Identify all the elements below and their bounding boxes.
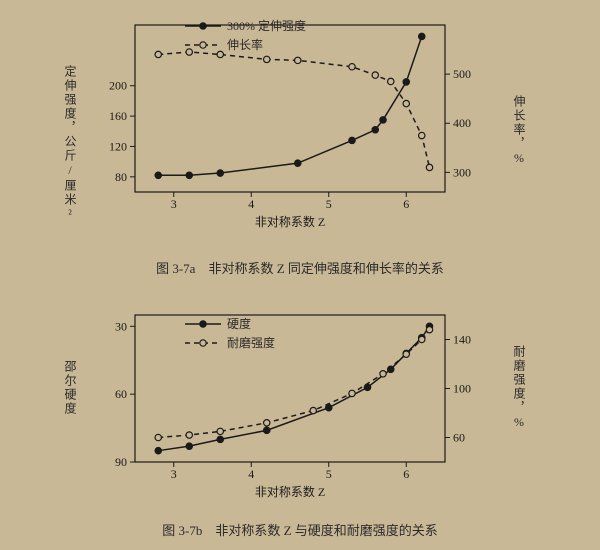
chart-b-caption: 图 3-7b 非对称系数 Z 与硬度和耐磨强度的关系: [0, 520, 600, 539]
legend-item: 硬度: [185, 315, 275, 332]
chart-a: 3 4 5 6 非对称系数 Z 80 120 160 200 300 400 500 300% 定伸强度…: [100, 15, 480, 230]
legend-item: 300% 定伸强度: [185, 17, 306, 34]
chart-a-ylabel-left: 定伸强度，公斤/厘米²: [62, 65, 79, 223]
svg-text:500: 500: [453, 67, 471, 81]
svg-text:5: 5: [326, 467, 332, 481]
svg-text:4: 4: [248, 467, 254, 481]
legend-item: 耐磨强度: [185, 334, 275, 351]
chart-a-ylabel-right: 伸长率，%: [511, 95, 528, 167]
svg-text:300: 300: [453, 165, 471, 179]
svg-text:60: 60: [115, 387, 127, 401]
svg-text:200: 200: [109, 79, 127, 93]
svg-text:4: 4: [248, 197, 254, 211]
svg-text:80: 80: [115, 170, 127, 184]
svg-text:5: 5: [326, 197, 332, 211]
page-wrap: 3 4 5 6 非对称系数 Z 80 120 160 200 300 400 500 300% 定伸强度…: [0, 0, 600, 550]
svg-text:6: 6: [403, 467, 409, 481]
svg-text:非对称系数 Z: 非对称系数 Z: [255, 214, 325, 229]
svg-text:140: 140: [453, 333, 471, 347]
svg-text:100: 100: [453, 382, 471, 396]
svg-text:3: 3: [171, 467, 177, 481]
svg-text:30: 30: [115, 319, 127, 333]
svg-text:400: 400: [453, 116, 471, 130]
legend-item: 伸长率: [185, 36, 306, 53]
chart-b-ylabel-left: 邵尔硬度: [62, 360, 79, 416]
chart-a-caption: 图 3-7a 非对称系数 Z 同定伸强度和伸长率的关系: [0, 258, 600, 277]
svg-text:90: 90: [115, 455, 127, 469]
svg-text:3: 3: [171, 197, 177, 211]
svg-text:非对称系数 Z: 非对称系数 Z: [255, 484, 325, 499]
svg-text:60: 60: [453, 431, 465, 445]
svg-text:120: 120: [109, 139, 127, 153]
chart-b: 3 4 5 6 非对称系数 Z 30 60 90 60 100 140 硬度耐磨强度: [100, 305, 480, 500]
svg-text:6: 6: [403, 197, 409, 211]
chart-b-ylabel-right: 耐磨强度，%: [511, 345, 528, 431]
svg-text:160: 160: [109, 109, 127, 123]
